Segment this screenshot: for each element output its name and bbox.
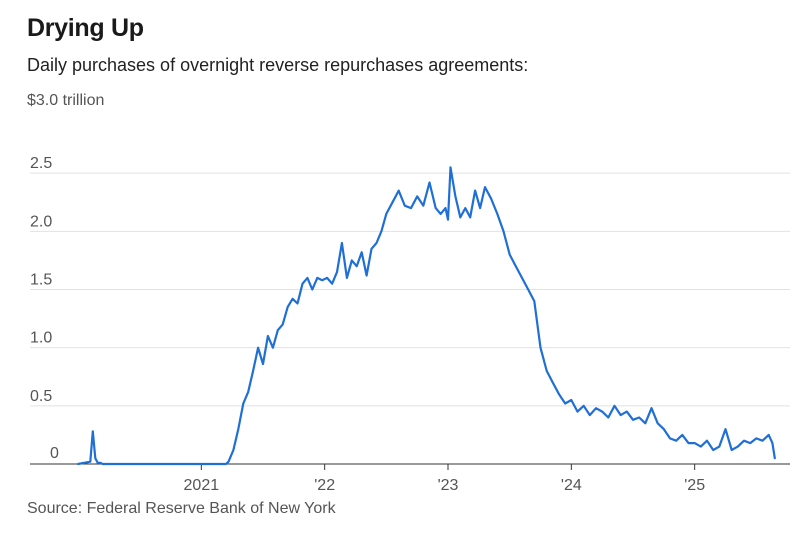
y-tick-label-2: 1.5 xyxy=(30,272,52,289)
y-tick-label-1: 1.0 xyxy=(30,330,52,347)
gridlines xyxy=(30,172,790,407)
x-tick-label-3: '24 xyxy=(561,477,582,494)
y-tick-label-0: 0.5 xyxy=(30,388,52,405)
series-line xyxy=(76,166,776,466)
y-tick-label-zero: 0 xyxy=(50,445,59,462)
y-tick-label-3: 2.0 xyxy=(30,213,52,230)
x-tick-label-1: '22 xyxy=(314,477,335,494)
y-tick-label-4: 2.5 xyxy=(30,155,52,172)
chart-subtitle: Daily purchases of overnight reverse rep… xyxy=(27,55,529,75)
x-ticks: 2021 '22 '23 '24 '25 xyxy=(184,464,705,494)
y-tick-labels: 0.5 1.0 1.5 2.0 2.5 0 xyxy=(30,155,59,462)
x-tick-label-2: '23 xyxy=(438,477,459,494)
source-note: Source: Federal Reserve Bank of New York xyxy=(27,500,336,517)
x-tick-label-4: '25 xyxy=(684,477,705,494)
y-axis-unit-label: $3.0 trillion xyxy=(27,92,105,109)
x-tick-label-0: 2021 xyxy=(184,477,220,494)
chart-title: Drying Up xyxy=(27,14,144,42)
